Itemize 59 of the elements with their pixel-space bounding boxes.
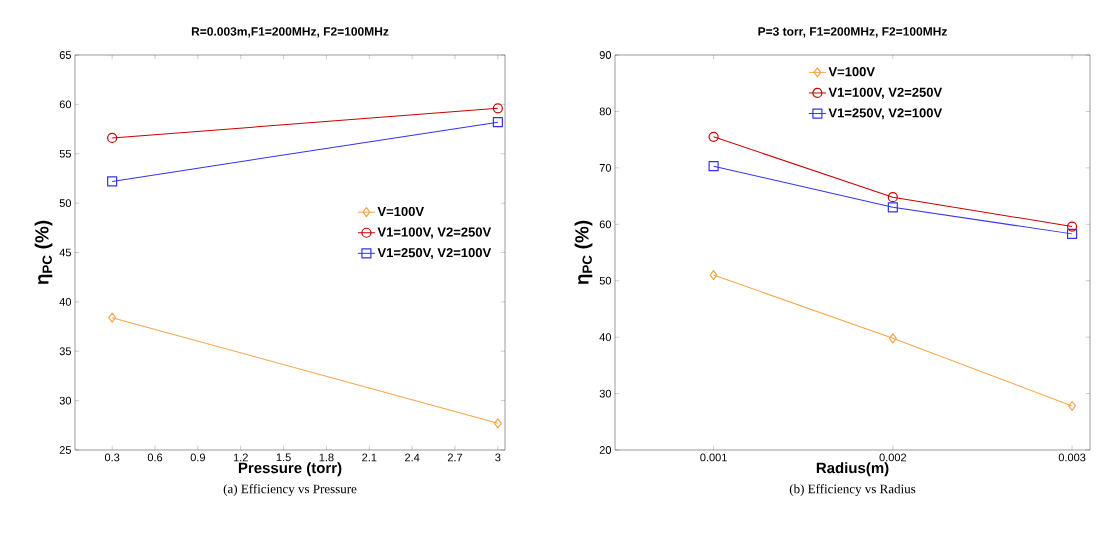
x-tick-label: 0.002 <box>879 453 907 462</box>
point <box>108 312 117 323</box>
text: (a) Efficiency vs Pressure <box>223 484 357 496</box>
legend-label: V=100V <box>377 206 424 217</box>
legend-label: V1=250V, V2=100V <box>377 248 492 260</box>
x-tick-label: 0.3 <box>104 453 120 462</box>
y-tick-label: 20 <box>599 446 612 454</box>
y-axis-title: η$_{PC}$ (%) <box>574 220 593 285</box>
y-tick-label: 50 <box>59 199 72 208</box>
y-tick-label: 40 <box>59 297 72 306</box>
legend-label: V=100V <box>828 67 875 77</box>
point <box>1066 221 1078 232</box>
x-tick-label: 0.9 <box>190 453 205 462</box>
point <box>107 176 118 187</box>
y-axis-title: η$_{PC}$ (%) <box>34 220 53 285</box>
y-tick-label: 35 <box>59 347 71 356</box>
x-axis-title: Radius(m) <box>816 462 889 477</box>
point <box>708 131 719 142</box>
legend-label: V1=100V, V2=250V <box>377 227 492 239</box>
y-tick-label: 30 <box>59 396 72 405</box>
point <box>492 117 503 128</box>
point <box>887 192 898 203</box>
point <box>492 103 503 114</box>
point <box>887 202 898 213</box>
chart-title: R=0.003m,F1=200MHz, F2=100MHz <box>191 27 389 38</box>
y-tick-label: 25 <box>59 446 71 454</box>
y-tick-label: 30 <box>599 389 612 398</box>
y-tick-label: 40 <box>599 333 612 342</box>
legend-label: V1=100V, V2=250V <box>828 87 943 99</box>
x-tick-label: 0.6 <box>147 453 163 462</box>
x-axis-title: Pressure (torr) <box>238 462 342 477</box>
y-tick-label: 55 <box>59 149 71 158</box>
x-tick-label: 1.8 <box>319 453 334 462</box>
chart-title: P=3 torr, F1=200MHz, F2=100MHz <box>758 27 947 38</box>
y-tick-label: 60 <box>599 220 612 229</box>
y-tick-label: 50 <box>599 276 612 285</box>
y-tick-label: 70 <box>599 163 612 172</box>
y-tick-label: 90 <box>599 51 612 59</box>
x-tick-label: 1.2 <box>233 453 248 462</box>
point <box>1066 228 1078 239</box>
x-tick-label: 2.4 <box>405 453 420 462</box>
x-tick-label: 0.001 <box>700 453 727 462</box>
point <box>1068 400 1077 412</box>
x-tick-label: 2.1 <box>362 453 377 462</box>
legend-label: V1=250V, V2=100V <box>828 108 943 120</box>
x-tick-label: 3 <box>495 453 501 462</box>
point <box>493 418 502 429</box>
y-tick-label: 45 <box>59 248 71 257</box>
y-tick-label: 80 <box>599 107 612 116</box>
point <box>888 333 897 344</box>
x-tick-label: 1.5 <box>276 453 291 462</box>
y-tick-label: 60 <box>59 100 72 109</box>
point <box>708 161 719 172</box>
point <box>709 269 718 281</box>
y-tick-label: 65 <box>59 51 71 59</box>
x-tick-label: 0.003 <box>1058 453 1086 462</box>
x-tick-label: 2.7 <box>447 453 463 462</box>
text: (b) Efficiency vs Radius <box>789 484 916 496</box>
point <box>107 132 118 144</box>
